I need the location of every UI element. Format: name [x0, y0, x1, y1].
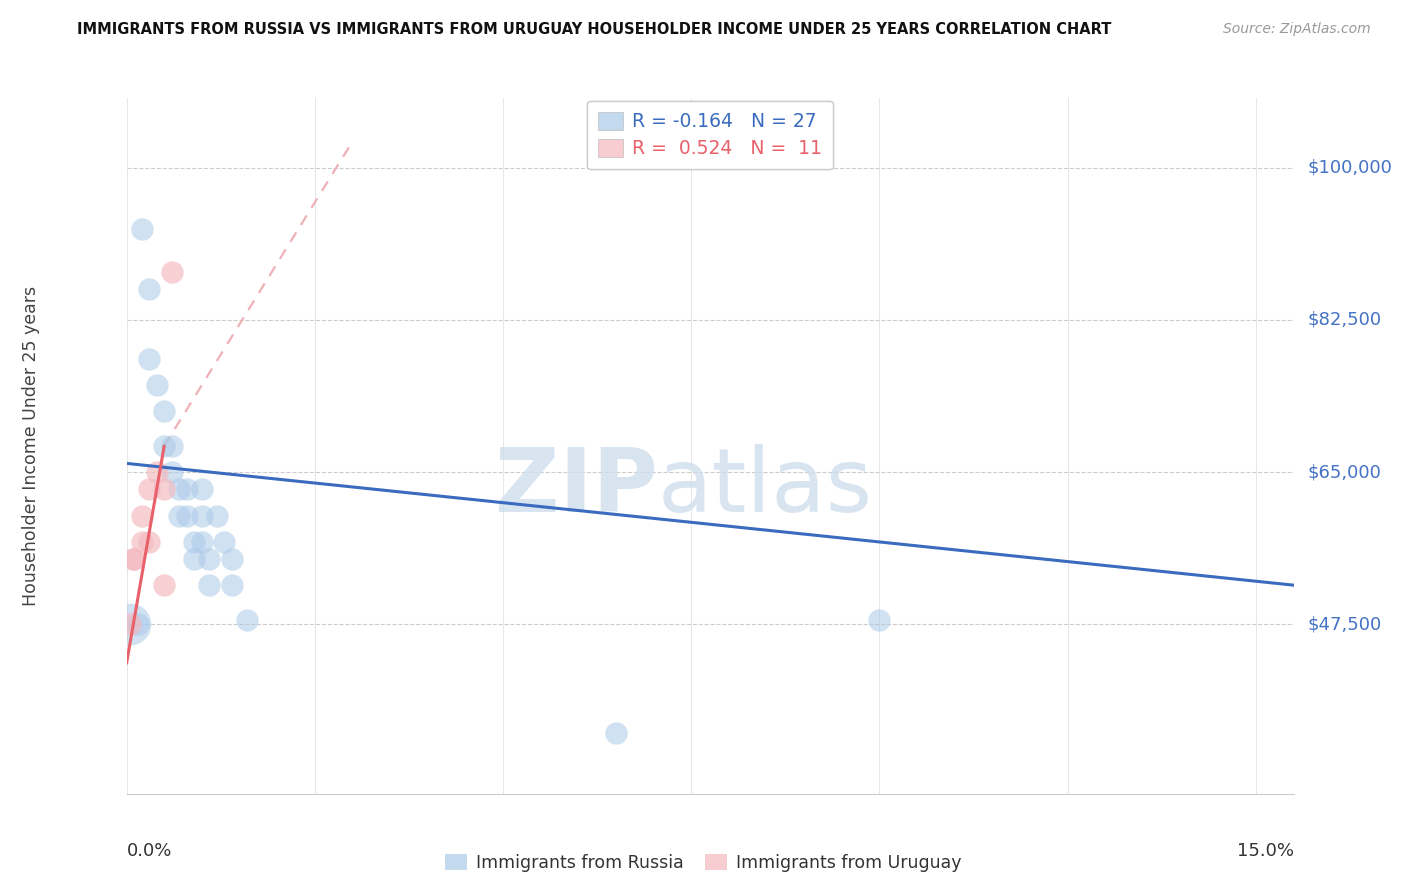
Point: [120, 617, 142, 632]
Point: [131, 508, 153, 523]
Point: [191, 508, 214, 523]
Point: [122, 552, 145, 566]
Text: 0.0%: 0.0%: [127, 842, 172, 860]
Legend: Immigrants from Russia, Immigrants from Uruguay: Immigrants from Russia, Immigrants from …: [437, 847, 969, 879]
Point: [160, 439, 183, 453]
Point: [160, 465, 183, 479]
Point: [145, 465, 167, 479]
Point: [138, 483, 160, 497]
Text: ZIP: ZIP: [495, 444, 658, 532]
Point: [198, 552, 221, 566]
Point: [868, 613, 890, 627]
Point: [131, 221, 153, 235]
Point: [183, 552, 205, 566]
Point: [153, 578, 176, 592]
Point: [191, 534, 214, 549]
Point: [205, 508, 228, 523]
Point: [138, 282, 160, 296]
Point: [167, 508, 190, 523]
Legend: R = -0.164   N = 27, R =  0.524   N =  11: R = -0.164 N = 27, R = 0.524 N = 11: [586, 101, 834, 169]
Text: atlas: atlas: [658, 444, 873, 532]
Text: $82,500: $82,500: [1308, 311, 1382, 329]
Point: [176, 483, 198, 497]
Point: [120, 617, 142, 632]
Point: [183, 534, 205, 549]
Text: Householder Income Under 25 years: Householder Income Under 25 years: [22, 286, 39, 606]
Point: [121, 552, 143, 566]
Point: [153, 483, 176, 497]
Point: [160, 265, 183, 279]
Point: [153, 439, 176, 453]
Point: [153, 404, 176, 418]
Point: [127, 617, 149, 632]
Point: [221, 552, 243, 566]
Text: $47,500: $47,500: [1308, 615, 1382, 633]
Text: 15.0%: 15.0%: [1236, 842, 1294, 860]
Point: [605, 726, 627, 740]
Text: Source: ZipAtlas.com: Source: ZipAtlas.com: [1223, 22, 1371, 37]
Text: $100,000: $100,000: [1308, 159, 1392, 177]
Point: [138, 351, 160, 366]
Point: [198, 578, 221, 592]
Point: [131, 534, 153, 549]
Point: [138, 534, 160, 549]
Point: [236, 613, 259, 627]
Text: $65,000: $65,000: [1308, 463, 1381, 481]
Text: IMMIGRANTS FROM RUSSIA VS IMMIGRANTS FROM URUGUAY HOUSEHOLDER INCOME UNDER 25 YE: IMMIGRANTS FROM RUSSIA VS IMMIGRANTS FRO…: [77, 22, 1112, 37]
Point: [145, 378, 167, 392]
Point: [176, 508, 198, 523]
Point: [167, 483, 190, 497]
Point: [221, 578, 243, 592]
Point: [214, 534, 236, 549]
Point: [191, 483, 214, 497]
